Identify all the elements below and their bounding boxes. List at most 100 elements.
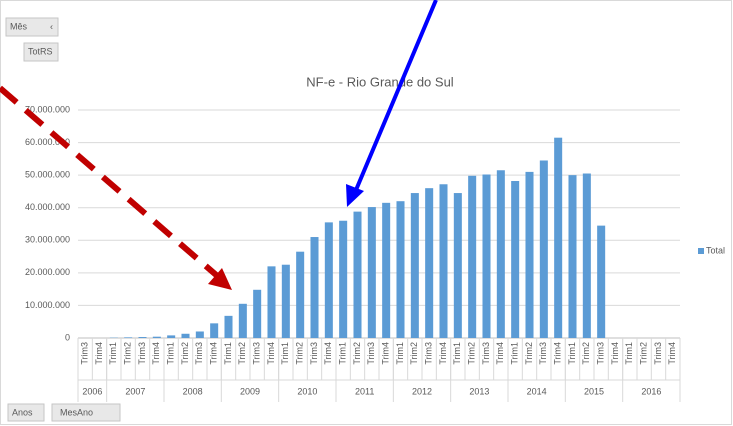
values-label: TotRS: [28, 46, 53, 56]
x-tick-label: Trim4: [438, 342, 448, 365]
x-group-label: 2015: [584, 386, 604, 396]
x-group-label: 2007: [125, 386, 145, 396]
bar: [597, 225, 606, 338]
x-group-label: 2008: [183, 386, 203, 396]
bar: [152, 336, 161, 338]
y-tick-label: 10.000.000: [25, 300, 70, 310]
bar: [324, 222, 333, 338]
axis-label: MesAno: [60, 407, 93, 417]
x-tick-label: Trim2: [409, 342, 419, 365]
x-tick-label: Trim1: [510, 342, 520, 365]
x-group-label: 2012: [412, 386, 432, 396]
x-group-label: 2010: [297, 386, 317, 396]
filter-label: Mês: [10, 21, 28, 31]
x-group-label: 2009: [240, 386, 260, 396]
bar: [482, 174, 491, 338]
plot: 0 10.000.000 20.000.000 30.000.000 40.000.00…: [25, 104, 725, 402]
bar: [224, 315, 233, 338]
axis-button[interactable]: [7, 403, 45, 422]
x-tick-label: Trim1: [567, 342, 577, 365]
x-tick-label: Trim2: [581, 342, 591, 365]
bar: [310, 237, 319, 338]
y-tick-label: 50.000.000: [25, 170, 70, 180]
bar: [167, 335, 176, 338]
bar: [253, 289, 262, 338]
bar: [267, 266, 276, 338]
bar: [554, 137, 563, 338]
x-tick-label: Trim4: [151, 342, 161, 365]
y-tick-label: 20.000.000: [25, 267, 70, 277]
bar: [367, 207, 376, 338]
x-tick-label: Trim4: [495, 342, 505, 365]
filter-button[interactable]: [5, 17, 59, 37]
bar: [238, 303, 247, 338]
x-tick-label: Trim3: [137, 342, 147, 365]
legend-label: Total: [706, 245, 725, 255]
annotation-arrowhead: [346, 184, 364, 207]
x-tick-label: Trim4: [94, 342, 104, 365]
bar: [468, 175, 477, 338]
x-tick-label: Trim1: [223, 342, 233, 365]
y-tick-label: 30.000.000: [25, 235, 70, 245]
x-tick-label: Trim4: [209, 342, 219, 365]
x-tick-label: Trim3: [653, 342, 663, 365]
filter-arrow: ‹: [50, 21, 53, 31]
annotation-arrowhead: [208, 268, 232, 290]
x-tick-label: Trim4: [610, 342, 620, 365]
x-tick-label: Trim1: [108, 342, 118, 365]
x-tick-label: Trim2: [237, 342, 247, 365]
bar: [195, 331, 204, 338]
x-group-label: 2016: [641, 386, 661, 396]
x-group-label: 2011: [355, 386, 374, 396]
x-tick-label: Trim4: [266, 342, 276, 365]
x-tick-label: Trim3: [596, 342, 606, 365]
bar: [296, 251, 305, 338]
x-tick-label: Trim3: [80, 342, 90, 365]
axis-label: Anos: [12, 407, 33, 417]
x-tick-label: Trim2: [467, 342, 477, 365]
x-tick-label: Trim2: [352, 342, 362, 365]
bar: [281, 264, 290, 338]
x-tick-label: Trim3: [252, 342, 262, 365]
bar: [210, 323, 219, 338]
bar: [539, 160, 548, 338]
x-tick-label: Trim1: [338, 342, 348, 365]
x-tick-label: Trim1: [624, 342, 634, 365]
x-tick-label: Trim1: [280, 342, 290, 365]
x-tick-label: Trim2: [123, 342, 133, 365]
axis-button[interactable]: [51, 403, 121, 422]
y-tick-label: 0: [65, 332, 70, 342]
bar: [496, 170, 505, 338]
bar: [453, 193, 462, 338]
x-tick-label: Trim1: [166, 342, 176, 365]
x-tick-label: Trim4: [667, 342, 677, 365]
bar: [582, 173, 591, 338]
x-tick-label: Trim3: [424, 342, 434, 365]
y-tick-label: 60.000.000: [25, 137, 70, 147]
x-group-label: 2014: [527, 386, 547, 396]
bar: [353, 211, 362, 338]
x-tick-label: Trim3: [194, 342, 204, 365]
values-button[interactable]: [23, 42, 59, 62]
bar: [525, 171, 534, 338]
x-tick-label: Trim4: [381, 342, 391, 365]
x-tick-label: Trim4: [553, 342, 563, 365]
bar: [410, 193, 419, 338]
x-tick-label: Trim3: [538, 342, 548, 365]
x-tick-label: Trim4: [323, 342, 333, 365]
x-group-label: 2006: [82, 386, 102, 396]
bar: [425, 188, 434, 338]
bar: [568, 175, 577, 338]
x-tick-label: Trim1: [395, 342, 405, 365]
bar: [339, 220, 348, 338]
x-tick-label: Trim3: [481, 342, 491, 365]
bar: [439, 184, 448, 338]
bar: [396, 201, 405, 338]
x-tick-label: Trim2: [524, 342, 534, 365]
x-tick-label: Trim2: [295, 342, 305, 365]
x-tick-label: Trim2: [180, 342, 190, 365]
x-tick-label: Trim1: [452, 342, 462, 365]
annotation-arrow: [354, 0, 438, 191]
